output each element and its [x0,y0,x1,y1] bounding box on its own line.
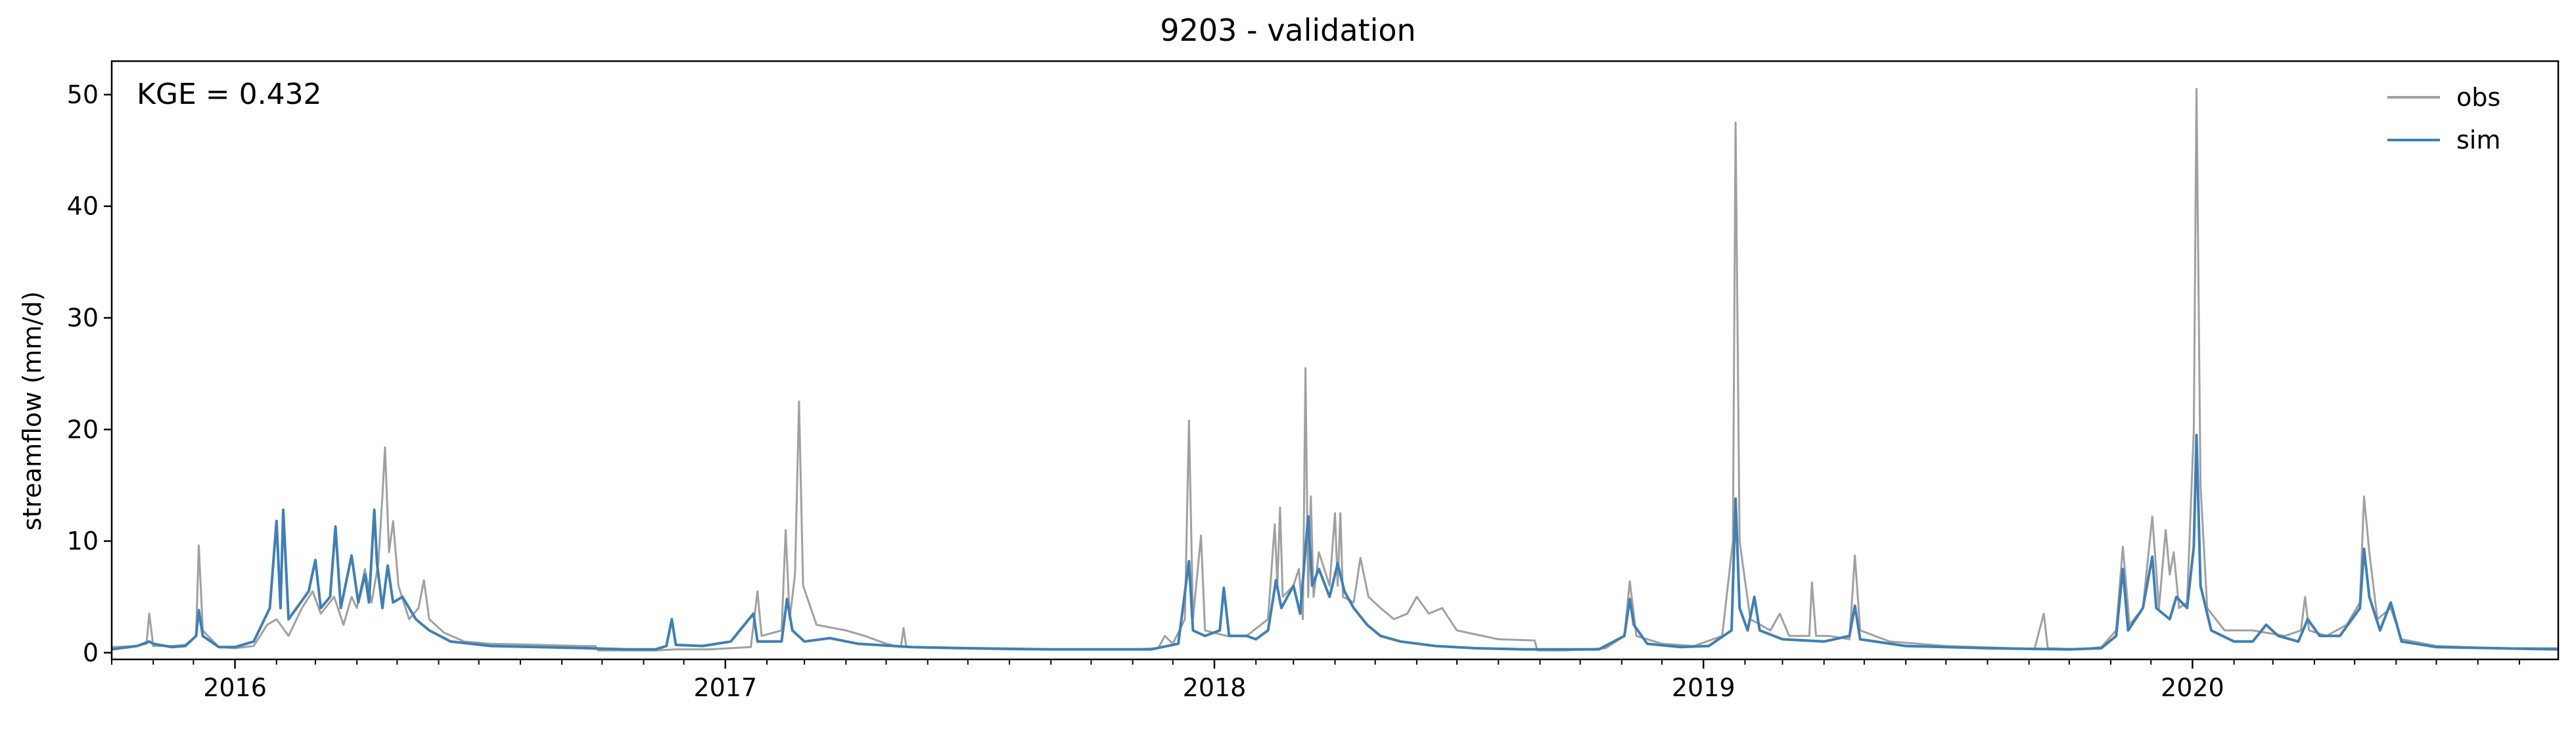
x-tick-label: 2018 [1183,673,1247,702]
legend-sim-label: sim [2456,126,2500,154]
x-tick-label: 2016 [203,673,267,702]
y-axis-title: streamflow (mm/d) [18,291,47,531]
y-tick-label: 40 [67,192,99,221]
y-tick-label: 30 [67,303,99,332]
legend-obs-label: obs [2456,83,2500,112]
y-tick-label: 50 [67,80,99,109]
series-layer [112,87,2558,652]
x-tick-label: 2017 [693,673,757,702]
y-tick-label: 10 [67,527,99,556]
plot-frame [110,60,2560,661]
chart-title: 9203 - validation [1160,12,1415,48]
y-tick-label: 20 [67,415,99,444]
legend: obs sim [2387,83,2500,154]
x-tick-label: 2019 [1672,673,1736,702]
y-tick-label: 0 [83,638,99,667]
x-tick-label: 2020 [2161,673,2224,702]
axes-layer: 0 10 20 30 40 50 2016 2017 2018 2019 2020 [67,80,2520,702]
sim-series-line [112,433,2558,651]
kge-annotation: KGE = 0.432 [137,78,322,111]
